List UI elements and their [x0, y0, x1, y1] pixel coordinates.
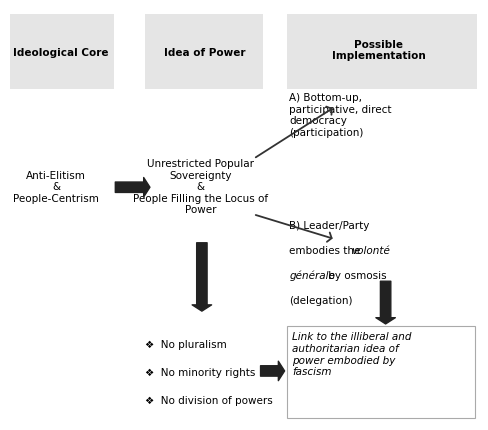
Text: générale: générale [289, 271, 335, 282]
Text: volonté: volonté [351, 246, 390, 256]
FancyBboxPatch shape [287, 326, 475, 418]
Text: B) Leader/Party: B) Leader/Party [289, 221, 370, 231]
Text: Anti-Elitism
&
People-Centrism: Anti-Elitism & People-Centrism [13, 171, 99, 204]
Text: ❖  No pluralism: ❖ No pluralism [145, 340, 227, 350]
FancyBboxPatch shape [145, 14, 263, 89]
FancyBboxPatch shape [287, 14, 477, 89]
FancyBboxPatch shape [10, 14, 114, 89]
Text: (delegation): (delegation) [289, 296, 353, 306]
Text: Idea of Power: Idea of Power [164, 49, 246, 58]
Text: Unrestricted Popular
Sovereignty
&
People Filling the Locus of
Power: Unrestricted Popular Sovereignty & Peopl… [133, 159, 268, 215]
Text: Ideological Core: Ideological Core [13, 49, 109, 58]
Text: embodies the: embodies the [289, 246, 364, 256]
Text: ❖  No minority rights: ❖ No minority rights [145, 368, 256, 378]
Text: ❖  No division of powers: ❖ No division of powers [145, 396, 273, 406]
Text: Link to the illiberal and
authoritarian idea of
power embodied by
fascism: Link to the illiberal and authoritarian … [292, 332, 411, 377]
Text: Possible
Implementation: Possible Implementation [331, 40, 425, 61]
Text: A) Bottom-up,
participative, direct
democracy
(participation): A) Bottom-up, participative, direct demo… [289, 93, 392, 138]
Text: by osmosis: by osmosis [325, 271, 386, 281]
